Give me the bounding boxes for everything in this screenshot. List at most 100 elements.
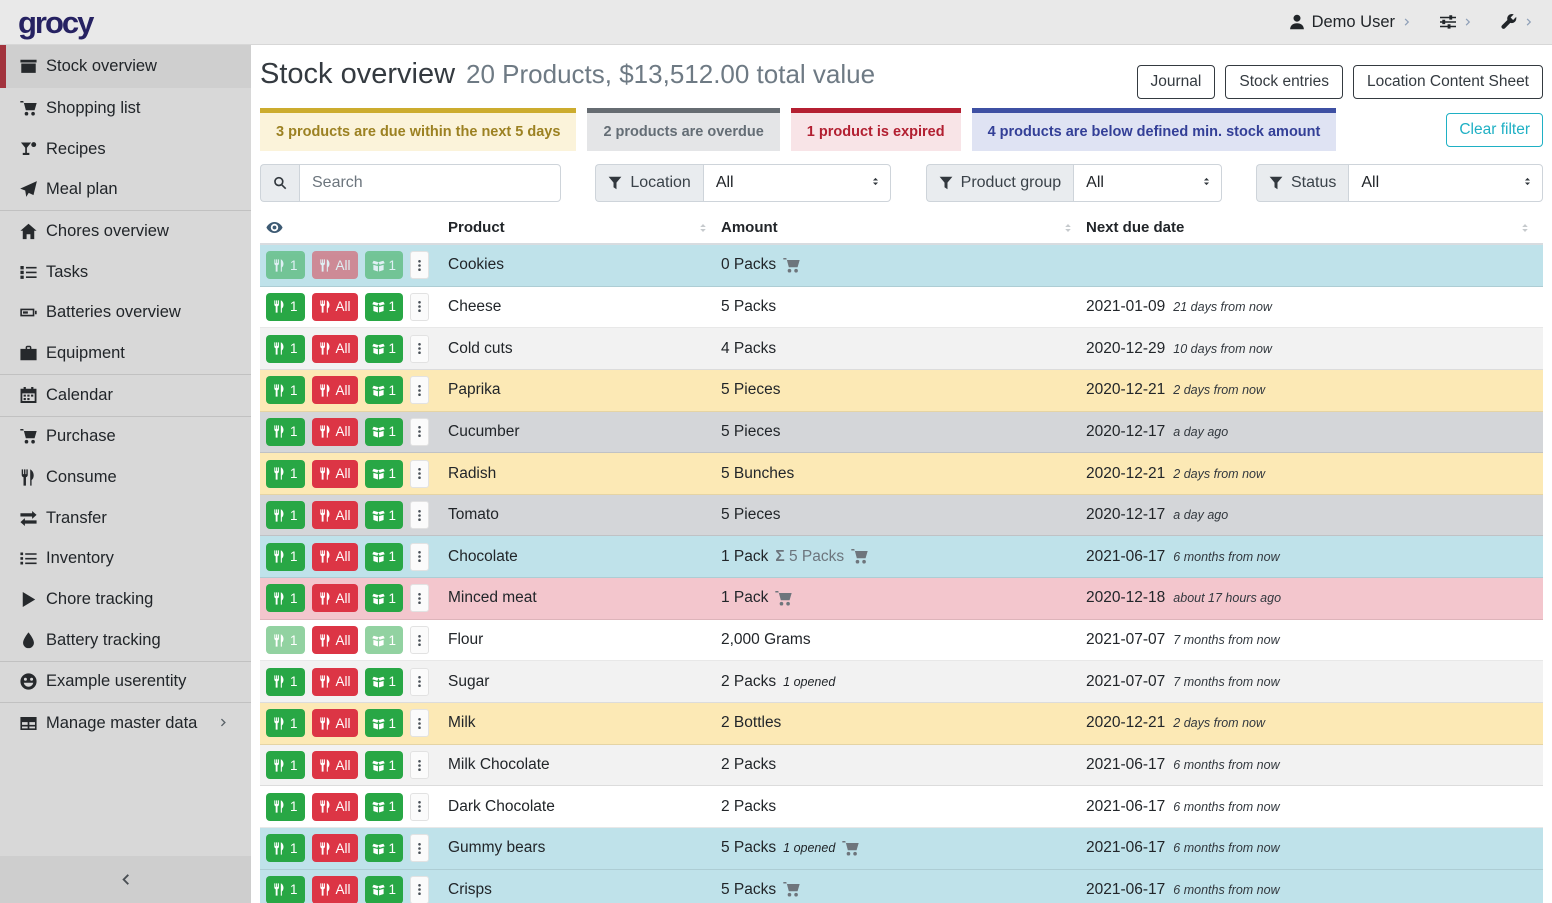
sidebar-item-manage-master-data[interactable]: Manage master data (0, 703, 251, 744)
column-header-product[interactable]: Product (448, 219, 721, 236)
consume-one-button[interactable]: 1 (266, 584, 305, 613)
status-banner-overdue[interactable]: 2 products are overdue (587, 108, 780, 151)
open-one-button[interactable]: 1 (364, 376, 404, 405)
consume-one-button[interactable]: 1 (266, 751, 305, 779)
row-menu-button[interactable] (410, 626, 430, 655)
search-input[interactable] (312, 174, 548, 192)
row-menu-button[interactable] (410, 501, 430, 530)
row-menu-button[interactable] (410, 542, 430, 571)
nav-user-menu[interactable]: Demo User (1289, 13, 1412, 32)
open-one-button[interactable]: 1 (364, 875, 404, 903)
stock-entries-button[interactable]: Stock entries (1225, 65, 1343, 99)
consume-all-button[interactable]: All (311, 792, 358, 821)
row-menu-button[interactable] (410, 875, 430, 903)
consume-all-button[interactable]: All (311, 709, 358, 738)
sidebar-item-purchase[interactable]: Purchase (0, 417, 251, 458)
status-banner-belowmin[interactable]: 4 products are below defined min. stock … (971, 108, 1337, 151)
row-menu-button[interactable] (410, 584, 430, 613)
consume-one-button[interactable]: 1 (266, 334, 305, 363)
consume-one-button[interactable]: 1 (266, 709, 305, 738)
consume-all-button[interactable]: All (311, 376, 358, 405)
consume-one-button[interactable]: 1 (266, 667, 305, 696)
consume-all-button[interactable]: All (311, 751, 358, 779)
status-banner-due[interactable]: 3 products are due within the next 5 day… (260, 108, 577, 151)
consume-one-button[interactable]: 1 (266, 292, 305, 321)
sidebar-item-shopping-list[interactable]: Shopping list (0, 88, 251, 129)
row-menu-button[interactable] (410, 709, 430, 738)
sidebar-item-stock-overview[interactable]: Stock overview (0, 45, 251, 88)
open-one-button[interactable]: 1 (364, 751, 404, 779)
sidebar-item-inventory[interactable]: Inventory (0, 539, 251, 580)
consume-one-button[interactable]: 1 (266, 501, 305, 530)
sidebar-item-transfer[interactable]: Transfer (0, 498, 251, 539)
row-menu-button[interactable] (410, 292, 430, 321)
open-one-button[interactable]: 1 (364, 251, 404, 280)
filter-select-status[interactable]: All (1348, 164, 1543, 202)
column-header-amount[interactable]: Amount (721, 219, 1086, 236)
row-menu-button[interactable] (410, 417, 430, 446)
sidebar-item-equipment[interactable]: Equipment (0, 333, 251, 374)
consume-all-button[interactable]: All (311, 667, 358, 696)
sidebar-item-chore-tracking[interactable]: Chore tracking (0, 579, 251, 620)
consume-all-button[interactable]: All (311, 626, 358, 655)
sidebar-item-consume[interactable]: Consume (0, 457, 251, 498)
column-header-next-due-date[interactable]: Next due date (1086, 219, 1543, 236)
consume-one-button[interactable]: 1 (266, 376, 305, 405)
row-menu-button[interactable] (410, 376, 430, 405)
row-menu-button[interactable] (410, 834, 430, 863)
sidebar-item-chores-overview[interactable]: Chores overview (0, 211, 251, 252)
sidebar-item-calendar[interactable]: Calendar (0, 375, 251, 416)
consume-one-button[interactable]: 1 (266, 834, 305, 863)
filter-select-product-group[interactable]: All (1073, 164, 1222, 202)
consume-all-button[interactable]: All (311, 459, 358, 488)
consume-one-button[interactable]: 1 (266, 459, 305, 488)
sidebar-collapse-button[interactable] (0, 856, 251, 903)
open-one-button[interactable]: 1 (364, 292, 404, 321)
status-banner-expired[interactable]: 1 product is expired (790, 108, 961, 151)
sidebar-item-tasks[interactable]: Tasks (0, 252, 251, 293)
sidebar-item-battery-tracking[interactable]: Battery tracking (0, 620, 251, 661)
sidebar-item-meal-plan[interactable]: Meal plan (0, 169, 251, 210)
consume-one-button[interactable]: 1 (266, 626, 305, 655)
consume-all-button[interactable]: All (311, 251, 358, 280)
row-menu-button[interactable] (410, 459, 430, 488)
consume-one-button[interactable]: 1 (266, 875, 305, 903)
open-one-button[interactable]: 1 (364, 834, 404, 863)
open-one-button[interactable]: 1 (364, 459, 404, 488)
consume-all-button[interactable]: All (311, 292, 358, 321)
sidebar-item-batteries-overview[interactable]: Batteries overview (0, 292, 251, 333)
consume-all-button[interactable]: All (311, 501, 358, 530)
app-logo[interactable]: grocy (18, 4, 94, 40)
consume-one-button[interactable]: 1 (266, 542, 305, 571)
row-menu-button[interactable] (410, 751, 430, 779)
sidebar-item-example-userentity[interactable]: Example userentity (0, 662, 251, 703)
open-one-button[interactable]: 1 (364, 792, 404, 821)
open-one-button[interactable]: 1 (364, 667, 404, 696)
open-one-button[interactable]: 1 (364, 334, 404, 363)
consume-all-button[interactable]: All (311, 334, 358, 363)
row-menu-button[interactable] (410, 792, 430, 821)
consume-one-button[interactable]: 1 (266, 251, 305, 280)
open-one-button[interactable]: 1 (364, 417, 404, 446)
open-one-button[interactable]: 1 (364, 542, 404, 571)
consume-one-button[interactable]: 1 (266, 792, 305, 821)
clear-filter-button[interactable]: Clear filter (1446, 112, 1543, 147)
row-menu-button[interactable] (410, 334, 430, 363)
row-menu-button[interactable] (410, 667, 430, 696)
location-content-sheet-button[interactable]: Location Content Sheet (1352, 65, 1543, 99)
journal-button[interactable]: Journal (1136, 65, 1216, 99)
consume-all-button[interactable]: All (311, 834, 358, 863)
open-one-button[interactable]: 1 (364, 709, 404, 738)
open-one-button[interactable]: 1 (364, 501, 404, 530)
consume-all-button[interactable]: All (311, 584, 358, 613)
consume-all-button[interactable]: All (311, 417, 358, 446)
open-one-button[interactable]: 1 (364, 626, 404, 655)
row-menu-button[interactable] (410, 251, 430, 280)
open-one-button[interactable]: 1 (364, 584, 404, 613)
filter-select-location[interactable]: All (702, 164, 892, 202)
consume-all-button[interactable]: All (311, 542, 358, 571)
nav-admin-menu[interactable] (1501, 14, 1534, 30)
consume-one-button[interactable]: 1 (266, 417, 305, 446)
consume-all-button[interactable]: All (311, 875, 358, 903)
nav-settings-menu[interactable] (1440, 14, 1473, 30)
